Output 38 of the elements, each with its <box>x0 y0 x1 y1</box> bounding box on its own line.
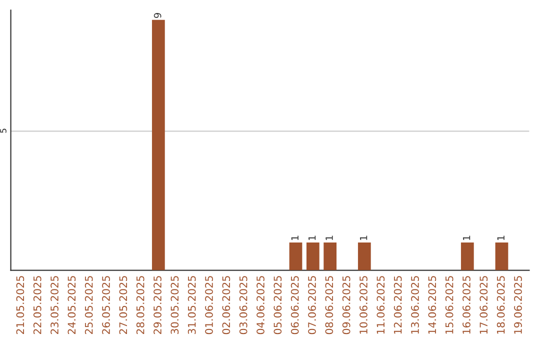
x-tick-label: 25.05.2025 <box>84 276 93 334</box>
x-tick-label: 08.06.2025 <box>325 276 334 334</box>
x-tick-label: 14.06.2025 <box>428 276 436 334</box>
x-tick-label: 01.06.2025 <box>205 276 213 334</box>
x-tick-label: 05.06.2025 <box>274 276 282 334</box>
x-tick-label: 11.06.2025 <box>376 276 385 334</box>
x-tick-label: 26.05.2025 <box>102 276 110 334</box>
data-label: 1 <box>308 236 316 240</box>
x-tick-label: 09.06.2025 <box>342 276 350 334</box>
x-tick-label: 12.06.2025 <box>394 276 402 334</box>
data-label: 9 <box>154 13 162 18</box>
data-label: 1 <box>463 236 470 240</box>
y-tick-label: 5 <box>0 128 6 133</box>
x-tick-label: 22.05.2025 <box>33 276 42 334</box>
data-label: 1 <box>497 236 504 240</box>
x-tick-label: 10.06.2025 <box>360 276 368 334</box>
x-tick-label: 15.06.2025 <box>445 276 454 334</box>
x-tick-label: 31.05.2025 <box>188 276 196 334</box>
x-tick-label: 28.05.2025 <box>136 276 144 334</box>
x-tick-label: 18.06.2025 <box>496 276 505 334</box>
x-tick-label: 23.05.2025 <box>50 276 58 334</box>
data-label: 1 <box>326 236 333 240</box>
x-tick-label: 06.06.2025 <box>290 276 299 334</box>
x-tick-label: 16.06.2025 <box>462 276 470 334</box>
x-tick-label: 17.06.2025 <box>480 276 488 334</box>
x-tick-label: 02.06.2025 <box>222 276 230 334</box>
x-tick-label: 29.05.2025 <box>154 276 162 334</box>
data-label: 1 <box>291 236 298 240</box>
x-tick-label: 27.05.2025 <box>119 276 128 334</box>
x-tick-label: 04.06.2025 <box>256 276 264 334</box>
x-tick-label: 30.05.2025 <box>170 276 179 334</box>
x-tick-label: 13.06.2025 <box>411 276 419 334</box>
x-tick-label: 03.06.2025 <box>239 276 248 334</box>
x-tick-label: 24.05.2025 <box>68 276 76 334</box>
data-label: 1 <box>360 236 368 240</box>
x-tick-label: 21.05.2025 <box>16 276 24 334</box>
x-tick-label: 07.06.2025 <box>308 276 316 334</box>
x-tick-label: 19.06.2025 <box>514 276 522 334</box>
